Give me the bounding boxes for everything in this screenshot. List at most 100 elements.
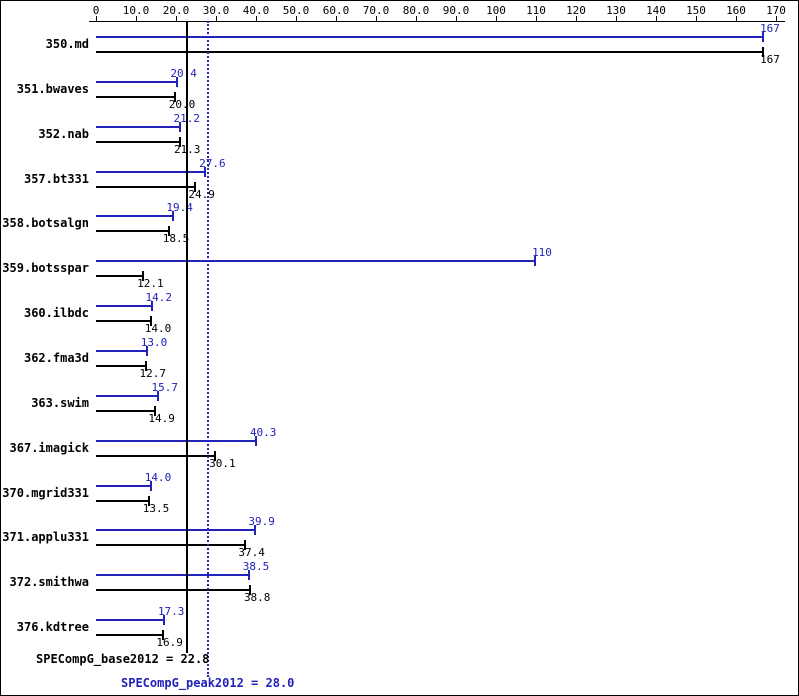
benchmark-label: 350.md [45,37,89,51]
x-axis-tick-label: 50.0 [282,4,310,17]
x-axis-tick-label: 40.0 [242,4,270,17]
base-bar [96,450,217,461]
bar-line [96,305,153,308]
bar-line [96,484,152,487]
base-bar [96,405,156,416]
base-reference-line [186,21,189,653]
bar-line [96,51,764,53]
peak-value-label: 19.4 [166,201,193,215]
bar-end-cap [762,47,764,57]
benchmark-label: 358.botsalgn [2,216,89,231]
base-bar [96,630,164,641]
bar-line [96,125,181,128]
peak-bar [96,121,181,132]
bar-end-cap [146,345,148,356]
bar-end-cap [249,585,252,596]
x-axis-tick-label: 80.0 [402,4,430,17]
bar-line [96,170,207,173]
bar-line [96,80,178,83]
bar-line [96,320,152,323]
x-axis-tick-label: 120 [566,4,586,17]
peak-bar [96,435,258,446]
peak-bar [96,256,536,267]
base-value-label: 12.1 [137,277,164,291]
x-axis-tick-label: 140 [646,4,666,17]
bar-line [96,95,176,98]
x-axis-tick-label: 160 [726,4,746,17]
peak-value-label: 167 [760,22,780,35]
bar-end-cap [144,360,147,371]
x-axis-tick [256,16,257,21]
bar-end-cap [255,435,258,446]
bar-end-cap [148,495,150,506]
base-value-label: 12.7 [139,366,167,380]
base-value-label: 38.8 [243,591,271,605]
bar-end-cap [243,540,246,551]
x-axis-tick-label: 110 [526,4,546,17]
x-axis-tick [456,16,457,21]
benchmark-label: 351.bwaves [16,81,89,96]
base-bar [96,360,147,371]
bar-line [96,439,258,442]
base-bar [96,47,764,57]
peak-value-label: 27.6 [199,156,226,170]
base-bar [96,585,252,596]
bar-end-cap [156,390,159,401]
benchmark-label: 362.fma3d [23,350,89,365]
bar-line [96,185,196,188]
base-value-label: 13.5 [142,501,170,515]
bar-end-cap [161,630,164,641]
peak-value-label: 17.3 [157,605,185,619]
x-axis-tick-label: 170 [766,4,786,17]
bar-end-cap [204,166,207,177]
peak-value-label: 39.9 [248,515,275,529]
bar-line [96,574,250,577]
bar-end-cap [142,271,145,282]
peak-value-label: 110 [532,246,552,260]
x-axis-tick [96,16,97,21]
peak-bar [96,76,178,87]
x-axis-tick-label: 100 [486,4,506,17]
bar-end-cap [150,301,153,312]
base-bar [96,226,170,237]
bar-line [96,409,156,412]
x-axis-tick [776,16,777,21]
x-axis-tick-label: 20.0 [162,4,190,17]
x-axis-tick [496,16,497,21]
peak-bar [96,345,148,356]
bar-line [96,589,252,592]
bar-line [96,230,170,233]
peak-bar [96,480,152,491]
peak-bar [96,570,250,581]
bar-line [96,634,164,637]
bar-end-cap [762,32,764,42]
peak-value-label: 38.5 [242,560,270,574]
peak-value-label: 13.0 [140,335,168,349]
x-axis-tick [696,16,697,21]
benchmark-label: 363.swim [31,395,89,410]
benchmark-label: 370.mgrid331 [2,485,89,500]
bar-end-cap [534,256,536,267]
benchmark-label: 357.bt331 [23,171,89,186]
benchmark-label: 359.botsspar [2,261,89,276]
x-axis-tick [536,16,537,21]
base-value-label: 20.0 [168,97,196,111]
bar-end-cap [253,525,256,536]
x-axis-tick [216,16,217,21]
benchmark-label: 372.smithwa [9,575,89,590]
peak-bar [96,615,166,626]
peak-reference-line [207,21,209,677]
bar-line [96,364,147,367]
peak-value-label: 14.2 [145,291,173,305]
bar-line [96,215,174,218]
peak-bar [96,211,174,222]
x-axis-tick [176,16,177,21]
x-axis-tick [736,16,737,21]
x-axis-tick [576,16,577,21]
bar-line [96,544,246,547]
bar-end-cap [248,570,250,581]
x-axis-tick-label: 90.0 [442,4,470,17]
peak-summary-label: SPECompG_peak2012 = 28.0 [121,676,295,690]
bar-line [96,394,159,397]
